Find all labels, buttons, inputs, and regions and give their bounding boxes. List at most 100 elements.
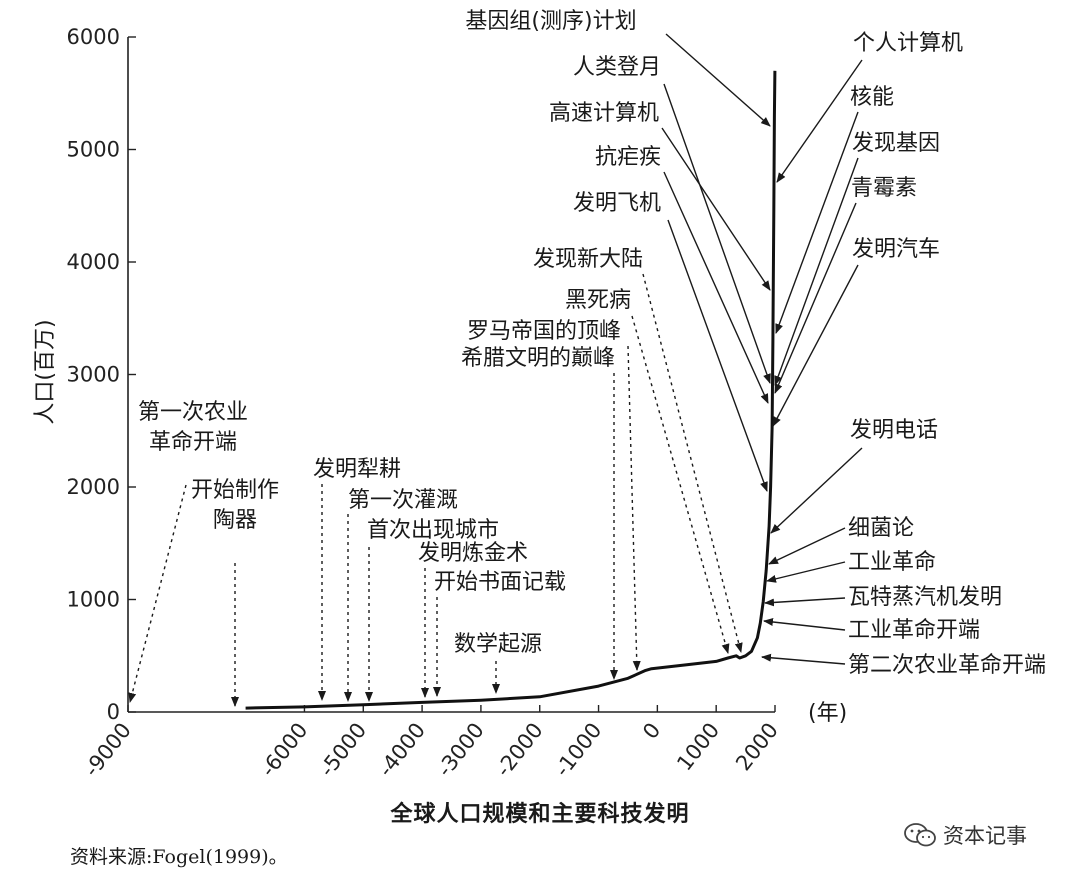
- x-tick-label: -5000: [315, 718, 371, 781]
- annotation-arrow: [775, 111, 859, 334]
- x-tick-label: -9000: [79, 718, 135, 781]
- y-tick-label: 1000: [67, 588, 120, 612]
- annotation-label: 青霉素: [851, 176, 917, 201]
- annotation: 瓦特蒸汽机发明: [764, 585, 1002, 610]
- annotation: 发明飞机: [573, 191, 768, 492]
- annotation-line: 第一次灌溉: [348, 488, 458, 513]
- annotation-line: 高速计算机: [549, 101, 659, 126]
- annotation: 发明炼金术: [418, 541, 528, 698]
- annotation-label: 发现基因: [852, 131, 940, 156]
- annotation: 第一次农业革命开端: [128, 400, 248, 703]
- annotation-arrow: [774, 202, 857, 394]
- annotation: 希腊文明的巅峰: [461, 346, 618, 680]
- annotation: 数学起源: [454, 632, 542, 694]
- x-tick-label: -2000: [491, 718, 547, 781]
- annotation-label: 抗疟疾: [595, 145, 661, 170]
- annotation: 首次出现城市: [365, 518, 499, 702]
- annotation-label: 第一次灌溉: [348, 488, 458, 513]
- annotation-label: 发明飞机: [573, 191, 661, 216]
- y-tick-label: 6000: [67, 25, 120, 49]
- series-layer: [245, 70, 777, 710]
- y-tick-label: 5000: [67, 138, 120, 162]
- annotation-line: 发明电话: [850, 418, 938, 443]
- annotation-label: 开始制作陶器: [191, 478, 279, 533]
- annotation: 核能: [775, 85, 894, 334]
- annotation-label: 发明犁耕: [313, 457, 401, 482]
- annotation-arrow: [770, 447, 863, 534]
- annotation-line: 黑死病: [565, 288, 631, 313]
- annotation-arrow: [764, 597, 846, 607]
- annotation: 开始书面记载: [433, 570, 566, 697]
- chart-caption: 全球人口规模和主要科技发明: [390, 802, 690, 827]
- annotation-line: 抗疟疾: [595, 145, 661, 170]
- annotation-line: 革命开端: [149, 430, 237, 455]
- x-tick-label: -4000: [374, 718, 430, 781]
- annotation: 罗马帝国的顶峰: [467, 319, 641, 671]
- annotation-label: 核能: [850, 85, 894, 110]
- annotation-label: 第二次农业革命开端: [848, 653, 1046, 678]
- x-tick-label: -6000: [256, 718, 312, 781]
- annotation: 个人计算机: [776, 31, 963, 183]
- annotation-line: 发现基因: [852, 131, 940, 156]
- annotation: 工业革命开端: [763, 618, 980, 643]
- annotation-arrow: [627, 345, 641, 671]
- y-tick-label: 3000: [67, 363, 120, 387]
- annotation-label: 黑死病: [565, 288, 631, 313]
- annotation-line: 瓦特蒸汽机发明: [848, 585, 1002, 610]
- annotation-line: 核能: [850, 85, 894, 110]
- annotation-label: 首次出现城市: [367, 518, 499, 543]
- population-line: [245, 70, 777, 710]
- x-tick-label: -3000: [432, 718, 488, 781]
- annotation-line: 个人计算机: [853, 31, 963, 56]
- annotation-line: 开始制作: [191, 478, 279, 503]
- y-tick-label: 2000: [67, 475, 120, 499]
- annotation-line: 人类登月: [573, 55, 661, 80]
- x-tick-label: 2000: [731, 718, 783, 775]
- annotation-line: 工业革命: [848, 550, 936, 575]
- y-tick-label: 4000: [67, 250, 120, 274]
- annotation-label: 工业革命: [848, 550, 936, 575]
- annotation-label: 发明电话: [850, 418, 938, 443]
- annotation-line: 罗马帝国的顶峰: [467, 319, 621, 344]
- annotation-line: 工业革命开端: [848, 618, 980, 643]
- annotation: 工业革命: [766, 550, 936, 583]
- annotation-line: 基因组(测序)计划: [465, 9, 636, 34]
- annotation-label: 个人计算机: [853, 31, 963, 56]
- annotation: 发明犁耕: [313, 457, 401, 701]
- annotation-label: 工业革命开端: [848, 618, 980, 643]
- x-tick-label: -1000: [550, 718, 606, 781]
- annotation: 高速计算机: [549, 101, 771, 291]
- annotation-line: 发明犁耕: [313, 457, 401, 482]
- annotation-label: 人类登月: [573, 55, 661, 80]
- annotation-line: 发明飞机: [573, 191, 661, 216]
- annotation-line: 第一次农业: [138, 400, 248, 425]
- annotation: 抗疟疾: [595, 145, 769, 404]
- x-tick-label: 1000: [672, 718, 724, 775]
- x-tick-label: 0: [638, 718, 665, 743]
- annotation-line: 发明炼金术: [418, 541, 528, 566]
- annotation-label: 高速计算机: [549, 101, 659, 126]
- annotation-label: 瓦特蒸汽机发明: [848, 585, 1002, 610]
- annotation-label: 第一次农业革命开端: [138, 400, 248, 455]
- annotation-arrow: [667, 219, 768, 492]
- annotation: 第一次灌溉: [344, 488, 458, 702]
- annotation: 发明电话: [770, 418, 938, 534]
- y-tick-label: 0: [107, 700, 120, 724]
- annotation-arrow: [774, 157, 859, 386]
- annotation: 发现基因: [774, 131, 940, 386]
- annotation-arrow: [761, 653, 846, 665]
- annotation: 发明汽车: [772, 237, 940, 427]
- annotation-line: 开始书面记载: [434, 570, 566, 595]
- annotation-line: 第二次农业革命开端: [848, 653, 1046, 678]
- annotation-label: 发明炼金术: [418, 541, 528, 566]
- annotation: 青霉素: [774, 176, 917, 394]
- annotation-line: 细菌论: [848, 516, 914, 541]
- annotation-line: 数学起源: [454, 632, 542, 657]
- annotation-arrow: [661, 127, 771, 291]
- annotation: 第二次农业革命开端: [761, 653, 1046, 678]
- annotation-label: 希腊文明的巅峰: [461, 346, 615, 371]
- annotation-line: 发现新大陆: [533, 247, 643, 272]
- annotation: 开始制作陶器: [191, 478, 279, 707]
